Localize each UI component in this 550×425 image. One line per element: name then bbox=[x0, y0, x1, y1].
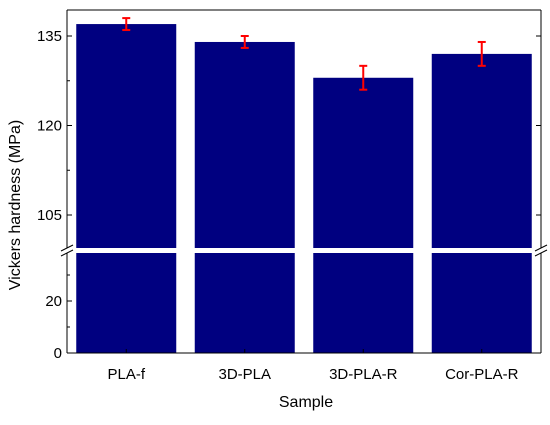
axis-break-band bbox=[61, 248, 547, 253]
y-axis-label: Vickers hardness (MPa) bbox=[7, 120, 24, 290]
y-tick-label-upper-0: 105 bbox=[37, 207, 62, 224]
y-tick-label-lower-1: 20 bbox=[45, 293, 62, 310]
x-tick-label-0: PLA-f bbox=[107, 366, 145, 383]
x-tick-label-1: 3D-PLA bbox=[218, 366, 271, 383]
x-tick-label-3: Cor-PLA-R bbox=[445, 366, 519, 383]
bar-1 bbox=[194, 41, 295, 353]
bar-0 bbox=[76, 24, 177, 354]
y-tick-label-upper-2: 135 bbox=[37, 28, 62, 45]
x-tick-label-2: 3D-PLA-R bbox=[329, 366, 398, 383]
axis-break-mark-0-b bbox=[60, 249, 74, 257]
x-axis-label: Sample bbox=[279, 394, 333, 411]
axis-break-mark-0-a bbox=[60, 244, 74, 252]
y-tick-label-lower-0: 0 bbox=[54, 345, 62, 362]
y-tick-label-upper-1: 120 bbox=[37, 118, 62, 135]
axis-break-mark-1-a bbox=[534, 244, 548, 252]
axis-break-mark-1-b bbox=[534, 249, 548, 257]
bar-2 bbox=[313, 77, 414, 354]
bar-3 bbox=[431, 53, 532, 354]
